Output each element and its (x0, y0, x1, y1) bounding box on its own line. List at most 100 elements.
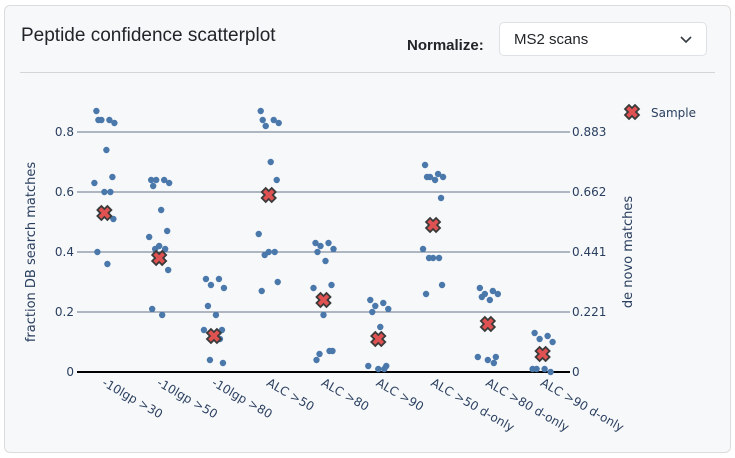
y-tick-label: 0.2 (55, 305, 74, 319)
data-point (145, 233, 153, 241)
data-point (257, 107, 264, 115)
sample-marker (205, 327, 223, 345)
data-point (435, 254, 443, 262)
data-point (369, 308, 376, 316)
legend-label: Sample (651, 106, 696, 120)
legend[interactable]: Sample (623, 103, 696, 121)
data-point (422, 290, 430, 298)
data-point (109, 173, 116, 181)
data-point (206, 356, 214, 364)
y2-tick-label: 0.883 (572, 125, 606, 139)
y-tick-label: 0.4 (55, 245, 74, 259)
data-point (204, 302, 212, 310)
data-point (91, 179, 98, 187)
header-divider (20, 72, 715, 73)
y-tick-label: 0.8 (55, 125, 74, 139)
data-point (164, 266, 172, 274)
data-point (478, 293, 486, 301)
sample-marker (479, 315, 497, 333)
data-point (380, 299, 387, 307)
y2-axis-ticks: 0 0.221 0.441 0.662 0.883 (572, 125, 606, 379)
x-tick-label: -10lgp >50 (155, 375, 220, 421)
data-point (106, 116, 113, 124)
chart-card: Peptide confidence scatterplot Normalize… (4, 5, 731, 453)
legend-sample-marker (623, 103, 641, 121)
data-point (531, 329, 538, 337)
data-point (544, 332, 551, 340)
data-point (313, 356, 320, 364)
y2-tick-label: 0.662 (572, 185, 606, 199)
sample-marker (370, 330, 387, 348)
normalize-label: Normalize: (407, 37, 484, 54)
data-point (152, 176, 160, 184)
data-point (94, 248, 101, 256)
data-point (207, 281, 215, 289)
data-point (160, 176, 168, 184)
data-point (157, 206, 165, 214)
data-point (385, 305, 392, 313)
data-point (148, 305, 156, 313)
data-point (434, 170, 442, 178)
y-axis-ticks: 0 0.2 0.4 0.6 0.8 (55, 125, 74, 379)
data-point (320, 311, 327, 319)
data-point (439, 173, 447, 181)
data-point (110, 215, 117, 223)
data-point (274, 278, 281, 286)
data-point (367, 296, 374, 304)
data-point (490, 359, 498, 367)
x-tick-label: -10lgp >80 (209, 375, 274, 421)
data-point (212, 311, 220, 319)
data-point (494, 290, 502, 298)
data-point (325, 239, 332, 247)
data-point (273, 176, 280, 184)
data-point (547, 368, 554, 376)
data-point (261, 251, 268, 259)
sample-marker (96, 204, 113, 222)
data-point (484, 356, 492, 364)
data-point (322, 257, 329, 265)
data-point (147, 176, 155, 184)
data-point (377, 323, 384, 331)
data-point (375, 365, 382, 373)
data-point (365, 362, 372, 370)
data-point (215, 275, 223, 283)
sample-marker (260, 186, 277, 204)
normalize-select[interactable]: MS2 scans (499, 22, 707, 56)
data-point (423, 173, 431, 181)
y2-tick-label: 0.221 (572, 305, 606, 319)
data-point (149, 182, 157, 190)
data-point (275, 119, 282, 127)
data-point (107, 188, 114, 196)
sample-marker (315, 291, 332, 309)
data-point (476, 284, 484, 292)
data-point (474, 353, 482, 361)
data-point (431, 176, 439, 184)
data-point (329, 347, 336, 355)
data-point (95, 116, 102, 124)
data-point (262, 122, 269, 130)
data-point (486, 296, 494, 304)
data-point (161, 245, 169, 253)
y2-tick-label: 0.441 (572, 245, 606, 259)
y-tick-label: 0.6 (55, 185, 74, 199)
y2-axis-label: de novo matches (621, 196, 636, 308)
data-point (489, 287, 497, 295)
normalize-select-value: MS2 scans (514, 31, 589, 48)
data-point (255, 230, 262, 238)
data-point (328, 281, 335, 289)
x-tick-label: -10lgp >30 (100, 375, 165, 421)
legend-sample-icon (623, 103, 641, 121)
data-point (202, 275, 210, 283)
data-point (536, 335, 543, 343)
data-point (372, 302, 379, 310)
data-point (425, 254, 433, 262)
sample-marker (150, 249, 168, 267)
data-point (437, 194, 445, 202)
y-tick-label: 0 (66, 365, 74, 379)
gridlines (77, 131, 570, 373)
data-point (271, 248, 278, 256)
data-point (421, 161, 429, 169)
data-point (259, 116, 266, 124)
chevron-down-icon (680, 36, 692, 44)
